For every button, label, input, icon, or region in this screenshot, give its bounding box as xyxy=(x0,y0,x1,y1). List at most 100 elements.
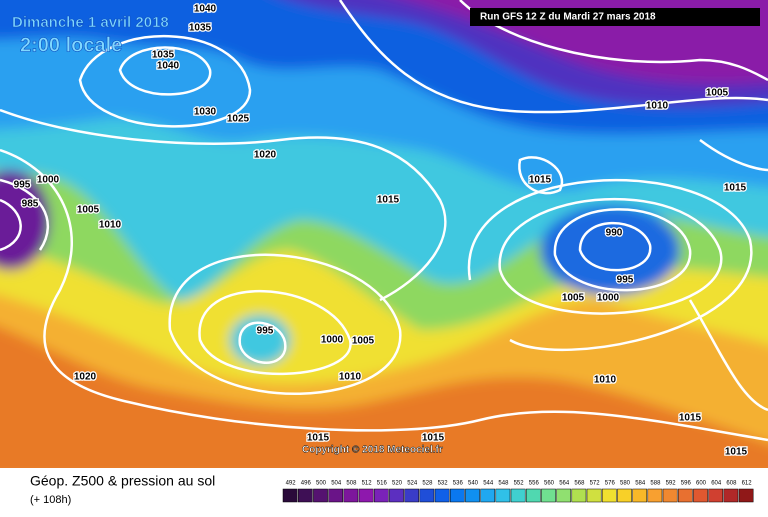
isobar-line xyxy=(118,46,212,96)
isobar-label: 1015 xyxy=(724,183,747,194)
scale-label: 612 xyxy=(742,481,753,487)
copyright: Copyright © 2018 Meteociel.fr xyxy=(302,445,443,456)
isobar-label: 1015 xyxy=(377,195,400,206)
isobar-label: 1040 xyxy=(157,61,180,72)
isobar-line xyxy=(459,0,768,82)
scale-swatch xyxy=(328,488,344,503)
time-label: 2:00 locale xyxy=(20,34,122,56)
scale-swatch xyxy=(556,488,572,503)
isobar-label: 1020 xyxy=(254,150,277,161)
isobar-line xyxy=(338,0,768,114)
scale-swatch xyxy=(693,488,708,503)
scale-swatch xyxy=(617,488,632,503)
isobar-label: 1005 xyxy=(562,293,585,304)
scale-label: 576 xyxy=(605,481,616,487)
isobar-line xyxy=(688,138,768,412)
scale-swatch xyxy=(586,488,602,503)
isobar-line xyxy=(553,208,692,292)
date-label: Dimanche 1 avril 2018 xyxy=(12,14,169,31)
scale-label: 504 xyxy=(331,481,342,487)
scale-label: 524 xyxy=(407,481,418,487)
scale-label: 600 xyxy=(696,481,707,487)
scale-swatch xyxy=(525,488,541,503)
scale-swatch xyxy=(389,488,404,503)
isobar-line xyxy=(238,321,287,364)
isobar-label: 1015 xyxy=(307,433,330,444)
isobar-labels: 1040103510351040103010251020101510101005… xyxy=(12,2,748,459)
scale-label: 584 xyxy=(635,481,646,487)
isobar-label: 1025 xyxy=(227,114,250,125)
isobar-label: 990 xyxy=(606,228,623,239)
scale-label: 532 xyxy=(438,481,449,487)
isobar-label: 1010 xyxy=(99,220,122,231)
isobar-label: 1005 xyxy=(77,205,100,216)
scale-swatch xyxy=(465,488,480,503)
scale-label: 572 xyxy=(590,481,601,487)
scale-swatch xyxy=(480,488,496,503)
scale-label: 552 xyxy=(514,481,525,487)
scale-swatch xyxy=(510,488,526,503)
isobar-label: 1010 xyxy=(594,375,617,386)
isobar-line xyxy=(198,289,352,375)
scale-label: 596 xyxy=(681,481,692,487)
isobar-label: 1040 xyxy=(194,4,217,15)
scale-swatch xyxy=(282,488,298,503)
scale-swatch xyxy=(571,488,587,503)
scale-label: 520 xyxy=(392,481,403,487)
isobar-line xyxy=(168,253,402,395)
isobar-line xyxy=(498,197,723,315)
scale-swatch xyxy=(677,488,693,503)
scale-label: 500 xyxy=(316,481,327,487)
scale-label: 568 xyxy=(574,481,585,487)
scale-swatch xyxy=(647,488,663,503)
scale-label: 508 xyxy=(346,481,357,487)
isobar-label: 1015 xyxy=(422,433,445,444)
scale-swatch xyxy=(723,488,739,503)
run-box xyxy=(470,8,760,26)
isobar-label: 995 xyxy=(14,180,31,191)
isobar-line xyxy=(0,108,447,302)
isobar-line xyxy=(78,34,252,128)
isobars xyxy=(0,0,768,440)
scale-swatch xyxy=(495,488,511,503)
scale-label: 592 xyxy=(666,481,677,487)
isobar-label: 1000 xyxy=(37,175,60,186)
scale-swatch xyxy=(313,488,328,503)
lead-time: (+ 108h) xyxy=(30,494,71,506)
scale-label: 516 xyxy=(377,481,388,487)
isobar-label: 995 xyxy=(257,326,274,337)
scale-label: 512 xyxy=(362,481,373,487)
isobar-label: 1015 xyxy=(725,447,748,458)
isobar-label: 1005 xyxy=(706,88,729,99)
isobar-label: 995 xyxy=(617,275,634,286)
scale-swatch xyxy=(632,488,648,503)
isobar-label: 985 xyxy=(22,199,39,210)
scale-label: 588 xyxy=(650,481,661,487)
scale-swatch xyxy=(358,488,374,503)
isobar-line xyxy=(518,156,564,195)
scale-label: 564 xyxy=(559,481,570,487)
isobar-label: 1035 xyxy=(189,23,212,34)
scale-label: 604 xyxy=(711,481,722,487)
scale-swatch xyxy=(708,488,724,503)
scale-swatch xyxy=(449,488,465,503)
isobar-label: 1030 xyxy=(194,107,217,118)
scale-swatch xyxy=(404,488,420,503)
isobar-label: 1015 xyxy=(679,413,702,424)
isobar-line xyxy=(0,178,50,252)
color-scale: 492 496 500 504 508 512 516 520 524 528 532 536 540 5… xyxy=(282,481,754,503)
isobar-line xyxy=(467,178,753,352)
isobar-label: 1010 xyxy=(646,101,669,112)
scale-label: 492 xyxy=(286,481,297,487)
isobar-label: 1000 xyxy=(597,293,620,304)
isobar-label: 1015 xyxy=(529,175,552,186)
scale-swatch xyxy=(434,488,450,503)
scale-label: 580 xyxy=(620,481,631,487)
scale-label: 560 xyxy=(544,481,555,487)
isobar-label: 1035 xyxy=(152,50,175,61)
isobar-label: 1005 xyxy=(352,336,375,347)
run-label: Run GFS 12 Z du Mardi 27 mars 2018 xyxy=(480,12,656,23)
scale-swatch xyxy=(738,488,754,503)
scale-swatch xyxy=(419,488,435,503)
